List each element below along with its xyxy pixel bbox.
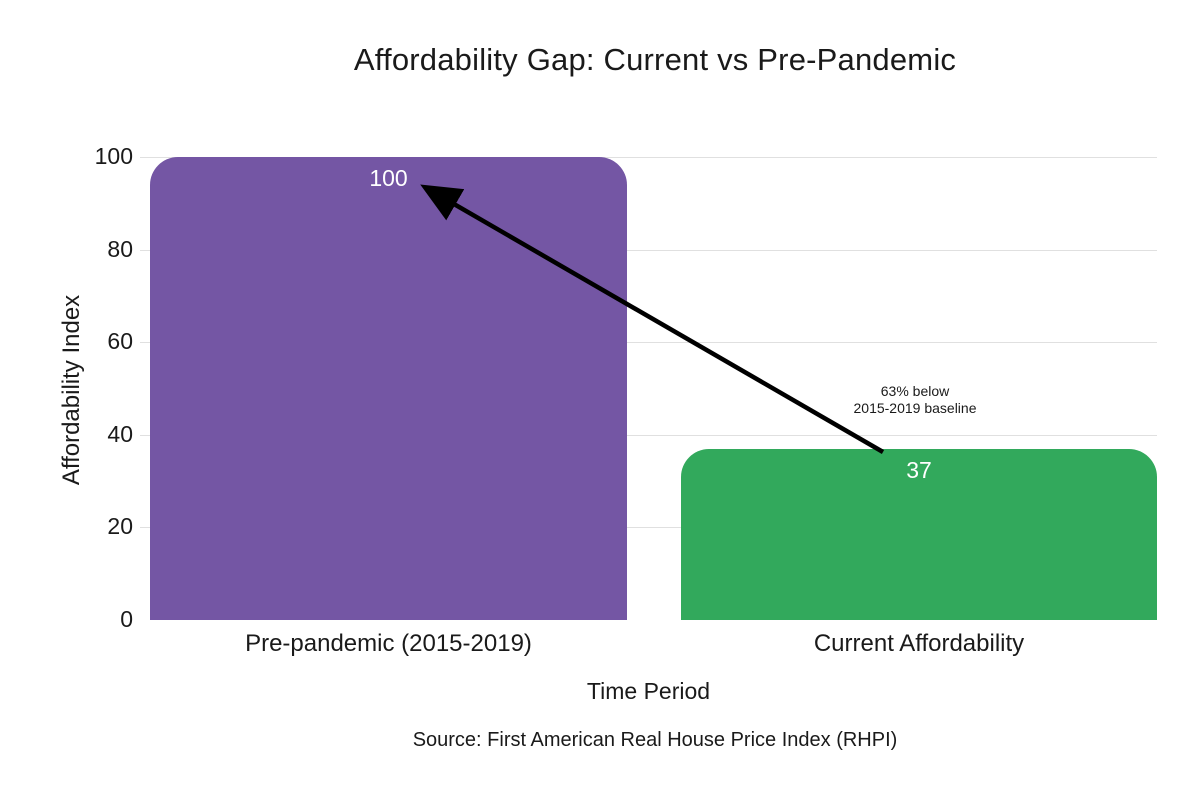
y-tick-80: 80 (107, 235, 133, 262)
bar-value-label: 100 (369, 165, 408, 191)
chart-title: Affordability Gap: Current vs Pre-Pandem… (353, 42, 957, 77)
y-tick-100: 100 (94, 142, 133, 169)
source-caption: Source: First American Real House Price … (412, 729, 898, 751)
x-axis-title: Time Period (586, 678, 711, 704)
bar-pre-pandemic: 100 (150, 157, 627, 620)
annotation-line-2: 2015-2019 baseline (853, 400, 977, 416)
gridline-100 (140, 157, 1157, 158)
gridline-20 (140, 527, 1157, 529)
y-axis-title: Affordability Index (58, 294, 85, 486)
x-tick-pre-pandemic: Pre-pandemic (2015-2019) (245, 630, 532, 657)
y-tick-20: 20 (107, 513, 133, 540)
bar-value-label: 37 (906, 456, 932, 483)
annotation-line-1: 63% below (880, 383, 950, 399)
y-tick-60: 60 (107, 328, 133, 355)
x-tick-current: Current Affordability (813, 630, 1025, 657)
annotation-text: 63% below 2015-2019 baseline (790, 383, 1040, 417)
bar-current: 37 (681, 448, 1157, 620)
y-tick-0: 0 (120, 605, 133, 632)
y-tick-40: 40 (107, 420, 133, 447)
